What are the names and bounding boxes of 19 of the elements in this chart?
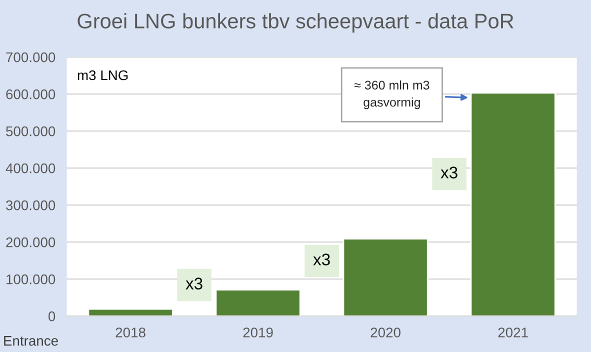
x-tick-label: 2018 <box>116 328 146 338</box>
y-tick-label: 0 <box>48 311 56 322</box>
annotation: x3 <box>440 166 458 178</box>
text: Entrance <box>4 336 58 346</box>
y-tick-label: 300.000 <box>6 200 56 210</box>
y-tick-label: 100.000 <box>6 274 56 284</box>
x-tick-label: 2019 <box>243 328 273 338</box>
annotation: ≈ 360 mln m3 gasvormig <box>354 80 430 110</box>
x-tick-label: 2021 <box>498 328 528 338</box>
x-tick-label: 2020 <box>370 328 400 338</box>
annotation: m3 LNG <box>78 70 128 80</box>
y-tick-label: 500.000 <box>6 126 56 136</box>
y-tick-label: 700.000 <box>6 52 56 62</box>
y-tick-label: 200.000 <box>6 237 56 248</box>
annotation: x3 <box>313 254 330 266</box>
y-tick-label: 600.000 <box>6 89 56 100</box>
annotation: x3 <box>186 278 202 290</box>
y-tick-label: 400.000 <box>6 163 56 174</box>
chart-title: Groei LNG bunkers tbv scheepvaart - data PoR <box>78 13 514 33</box>
